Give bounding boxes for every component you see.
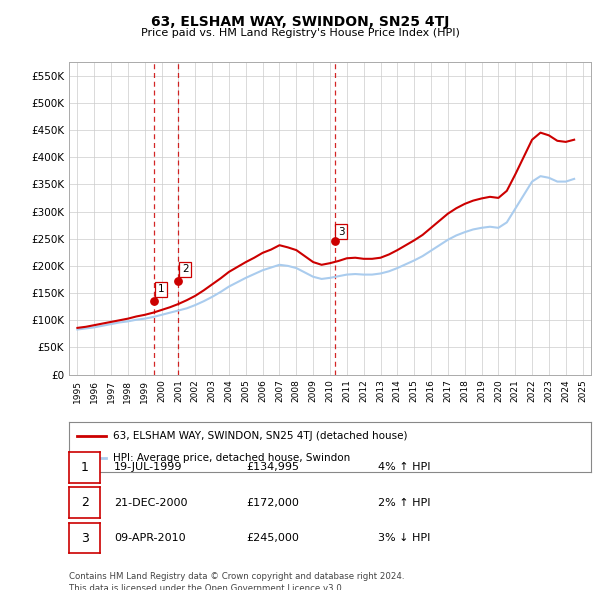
Text: £245,000: £245,000 [246,533,299,543]
Text: 1: 1 [157,284,164,294]
Text: 21-DEC-2000: 21-DEC-2000 [114,498,187,507]
Point [173,276,183,286]
Text: £134,995: £134,995 [246,463,299,472]
Text: 63, ELSHAM WAY, SWINDON, SN25 4TJ: 63, ELSHAM WAY, SWINDON, SN25 4TJ [151,15,449,29]
Text: This data is licensed under the Open Government Licence v3.0.: This data is licensed under the Open Gov… [69,584,344,590]
Text: 2: 2 [80,496,89,509]
Text: 1: 1 [80,461,89,474]
Text: 3% ↓ HPI: 3% ↓ HPI [378,533,430,543]
Point [330,237,340,246]
Text: 09-APR-2010: 09-APR-2010 [114,533,185,543]
Text: 63, ELSHAM WAY, SWINDON, SN25 4TJ (detached house): 63, ELSHAM WAY, SWINDON, SN25 4TJ (detac… [113,431,408,441]
Text: Contains HM Land Registry data © Crown copyright and database right 2024.: Contains HM Land Registry data © Crown c… [69,572,404,581]
Text: HPI: Average price, detached house, Swindon: HPI: Average price, detached house, Swin… [113,453,350,463]
Text: 3: 3 [338,227,344,237]
Text: 19-JUL-1999: 19-JUL-1999 [114,463,182,472]
Text: £172,000: £172,000 [246,498,299,507]
Text: 2: 2 [182,264,188,274]
Point [149,297,159,306]
Text: 3: 3 [80,532,89,545]
Text: 4% ↑ HPI: 4% ↑ HPI [378,463,431,472]
Text: Price paid vs. HM Land Registry's House Price Index (HPI): Price paid vs. HM Land Registry's House … [140,28,460,38]
Text: 2% ↑ HPI: 2% ↑ HPI [378,498,431,507]
